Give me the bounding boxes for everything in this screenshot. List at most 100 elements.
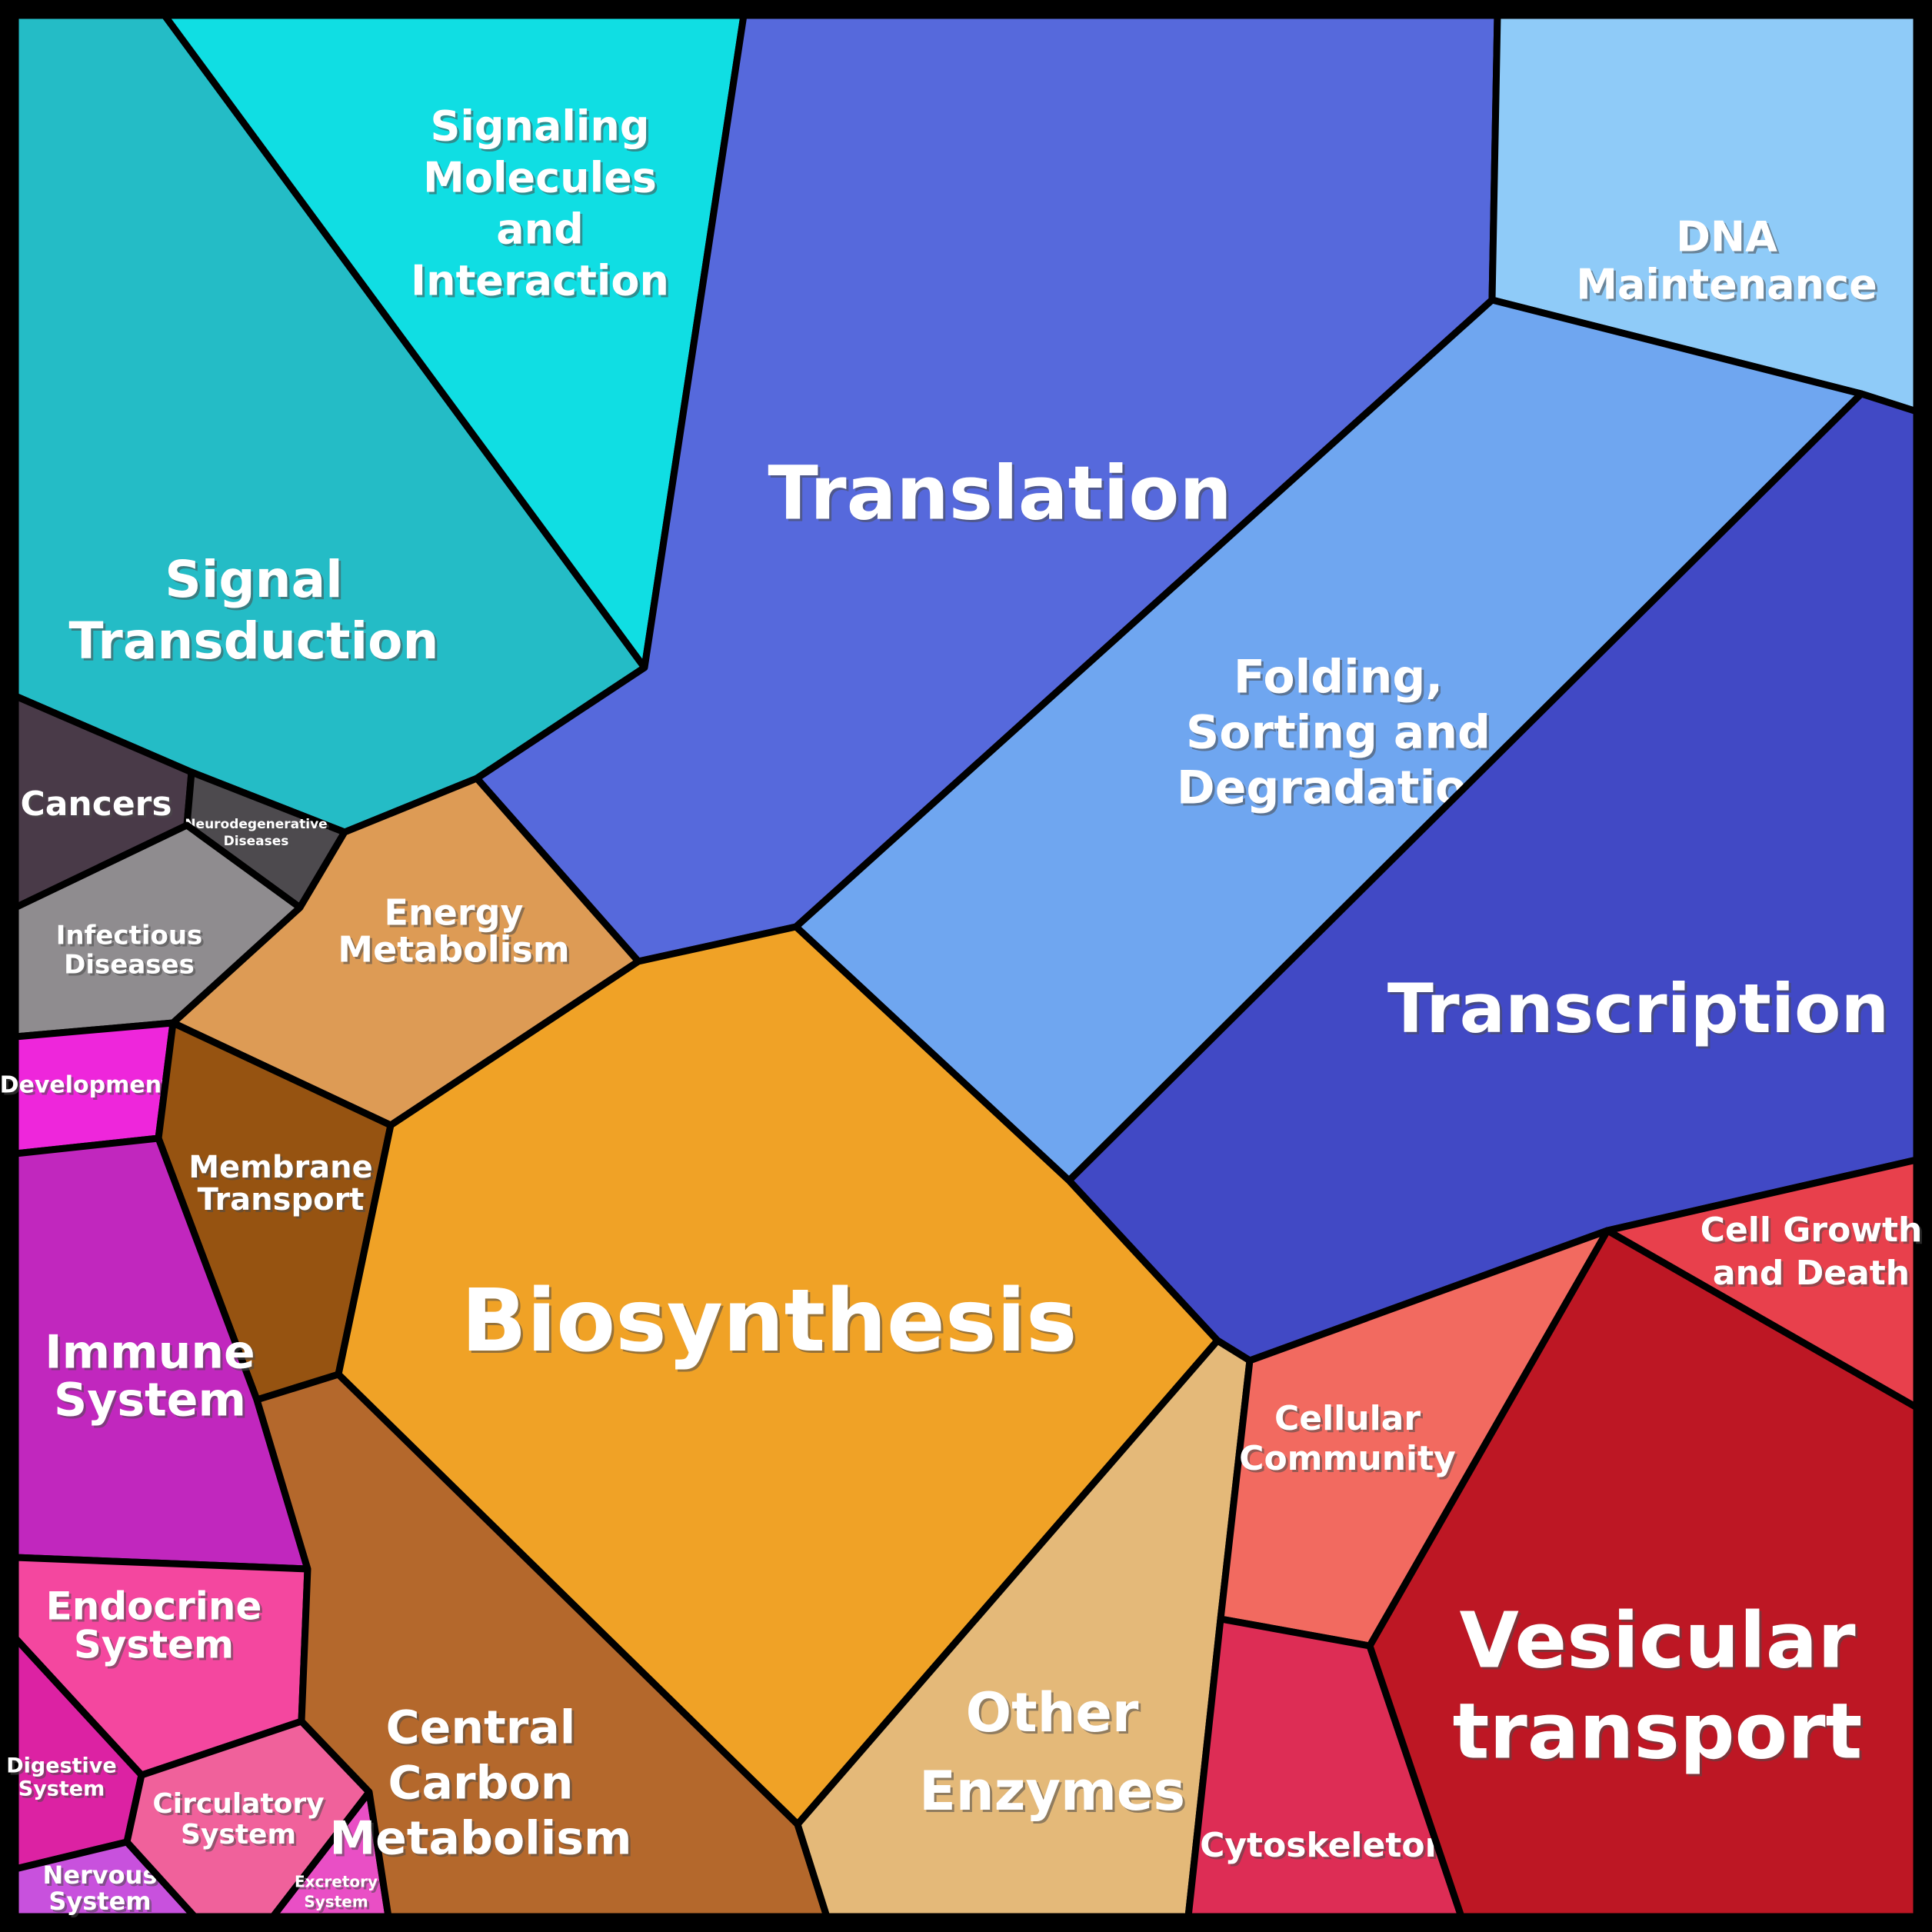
region-label-biosynthesis-line-0: Biosynthesis	[461, 1271, 1077, 1371]
region-label-neurodegenerative-diseases-line-1: Diseases	[224, 834, 289, 849]
region-label-shadow-signal-transduction-line-1: Transduction	[72, 614, 441, 673]
region-label-vesicular-transport-line-1: transport	[1453, 1686, 1863, 1776]
region-label-energy-metabolism-line-1: Metabolism	[338, 929, 569, 971]
region-label-shadow-central-carbon-metabolism-line-2: Metabolism	[331, 1814, 634, 1868]
region-label-shadow-development-line-0: Development	[2, 1074, 175, 1101]
region-label-circulatory-system-line-0: Circulatory	[152, 1788, 324, 1820]
region-label-shadow-digestive-system-line-1: System	[21, 1780, 107, 1804]
region-label-dna-maintenance-line-1: Maintenance	[1576, 261, 1877, 309]
region-signaling-molecules-and-interaction: SignalingSignalingMoleculesMoleculesanda…	[161, 12, 748, 671]
region-label-shadow-infectious-diseases-line-0: Infectious	[58, 923, 205, 954]
region-label-shadow-cell-growth-and-death-line-0: Cell Growth	[1703, 1213, 1925, 1252]
region-label-cytoskeleton-line-0: Cytoskeleton	[1200, 1826, 1449, 1865]
region-label-signaling-molecules-and-interaction-line-3: Interaction	[411, 257, 669, 305]
region-label-immune-system-line-0: Immune	[45, 1326, 255, 1380]
region-label-shadow-other-enzymes-line-1: Enzymes	[921, 1762, 1188, 1825]
region-label-excretory-system-line-0: Excretory	[295, 1873, 378, 1891]
region-label-cell-growth-and-death-line-0: Cell Growth	[1700, 1211, 1923, 1250]
region-label-shadow-cytoskeleton-line-0: Cytoskeleton	[1202, 1828, 1451, 1867]
region-label-folding-sorting-and-degradation-line-1: Sorting and	[1186, 706, 1491, 760]
region-central-carbon-metabolism: CentralCentralCarbonCarbonMetabolismMeta…	[253, 1371, 831, 1920]
region-label-cancers-line-0: Cancers	[20, 784, 172, 824]
region-label-shadow-membrane-transport-line-0: Membrane	[191, 1152, 375, 1188]
region-label-shadow-endocrine-system-line-1: System	[76, 1625, 236, 1670]
region-label-shadow-translation-line-0: Translation	[770, 452, 1234, 538]
region-label-shadow-signaling-molecules-and-interaction-line-3: Interaction	[413, 259, 671, 308]
region-label-shadow-cell-growth-and-death-line-1: and Death	[1715, 1256, 1912, 1295]
region-label-shadow-endocrine-system-line-0: Endocrine	[48, 1587, 265, 1631]
region-label-neurodegenerative-diseases-line-0: Neurodegenerative	[185, 817, 327, 832]
region-label-shadow-folding-sorting-and-degradation-line-0: Folding,	[1236, 653, 1445, 707]
region-label-immune-system-line-1: System	[54, 1374, 246, 1427]
region-label-shadow-excretory-system-line-1: System	[306, 1895, 370, 1914]
region-label-signaling-molecules-and-interaction-line-1: Molecules	[423, 154, 657, 202]
region-label-shadow-neurodegenerative-diseases-line-0: Neurodegenerative	[187, 819, 329, 834]
region-label-endocrine-system-line-1: System	[74, 1623, 234, 1667]
region-label-circulatory-system-line-1: System	[181, 1819, 296, 1850]
region-label-shadow-digestive-system-line-0: Digestive	[8, 1757, 118, 1780]
region-label-folding-sorting-and-degradation-line-0: Folding,	[1234, 651, 1443, 705]
region-label-shadow-central-carbon-metabolism-line-0: Central	[388, 1704, 578, 1757]
region-label-cellular-community-line-1: Community	[1239, 1439, 1456, 1478]
region-label-shadow-nervous-system-line-1: System	[51, 1889, 153, 1918]
region-label-signal-transduction-line-1: Transduction	[69, 611, 439, 671]
region-label-central-carbon-metabolism-line-2: Metabolism	[329, 1812, 631, 1866]
region-label-shadow-signaling-molecules-and-interaction-line-2: and	[498, 208, 586, 256]
region-label-vesicular-transport-line-0: Vesicular	[1459, 1595, 1856, 1685]
region-label-shadow-membrane-transport-line-1: Transport	[200, 1184, 367, 1220]
region-label-membrane-transport-line-0: Membrane	[188, 1150, 373, 1185]
region-label-dna-maintenance-line-0: DNA	[1676, 213, 1777, 261]
region-label-cell-growth-and-death-line-1: and Death	[1713, 1254, 1910, 1293]
region-label-signaling-molecules-and-interaction-line-2: and	[496, 205, 584, 254]
region-label-shadow-infectious-diseases-line-1: Diseases	[66, 952, 197, 983]
region-label-shadow-nervous-system-line-0: Nervous	[45, 1863, 160, 1892]
region-label-signaling-molecules-and-interaction-line-0: Signaling	[430, 102, 649, 151]
region-label-other-enzymes-line-0: Other	[966, 1681, 1139, 1744]
region-label-nervous-system-line-1: System	[48, 1887, 151, 1916]
region-label-digestive-system-line-1: System	[18, 1777, 105, 1801]
region-label-shadow-folding-sorting-and-degradation-line-1: Sorting and	[1188, 708, 1493, 762]
region-label-shadow-signaling-molecules-and-interaction-line-1: Molecules	[425, 156, 659, 205]
region-label-shadow-cellular-community-line-0: Cellular	[1277, 1401, 1423, 1441]
region-shape-central-carbon-metabolism	[253, 1371, 831, 1920]
region-label-translation-line-0: Translation	[768, 450, 1231, 536]
region-label-cellular-community-line-0: Cellular	[1274, 1399, 1421, 1438]
region-label-nervous-system-line-0: Nervous	[43, 1860, 158, 1890]
region-label-transcription-line-0: Transcription	[1387, 969, 1889, 1048]
region-label-shadow-central-carbon-metabolism-line-1: Carbon	[391, 1759, 576, 1813]
region-label-digestive-system-line-0: Digestive	[6, 1754, 116, 1778]
region-label-shadow-circulatory-system-line-0: Circulatory	[155, 1790, 326, 1822]
region-label-shadow-transcription-line-0: Transcription	[1390, 971, 1891, 1051]
region-label-shadow-signal-transduction-line-0: Signal	[167, 552, 345, 611]
region-label-signal-transduction-line-0: Signal	[165, 550, 343, 609]
region-label-excretory-system-line-1: System	[304, 1893, 368, 1911]
region-label-shadow-cellular-community-line-1: Community	[1241, 1441, 1458, 1481]
region-label-shadow-immune-system-line-0: Immune	[47, 1328, 258, 1382]
region-label-membrane-transport-line-1: Transport	[198, 1182, 365, 1217]
region-label-shadow-biosynthesis-line-0: Biosynthesis	[463, 1274, 1079, 1374]
region-label-shadow-dna-maintenance-line-0: DNA	[1678, 215, 1780, 264]
region-label-central-carbon-metabolism-line-0: Central	[386, 1701, 576, 1755]
region-label-infectious-diseases-line-1: Diseases	[64, 950, 195, 981]
region-label-shadow-excretory-system-line-0: Excretory	[297, 1875, 380, 1894]
region-label-shadow-vesicular-transport-line-1: transport	[1455, 1688, 1865, 1778]
region-label-shadow-circulatory-system-line-1: System	[183, 1821, 298, 1853]
region-label-development-line-0: Development	[0, 1072, 172, 1099]
